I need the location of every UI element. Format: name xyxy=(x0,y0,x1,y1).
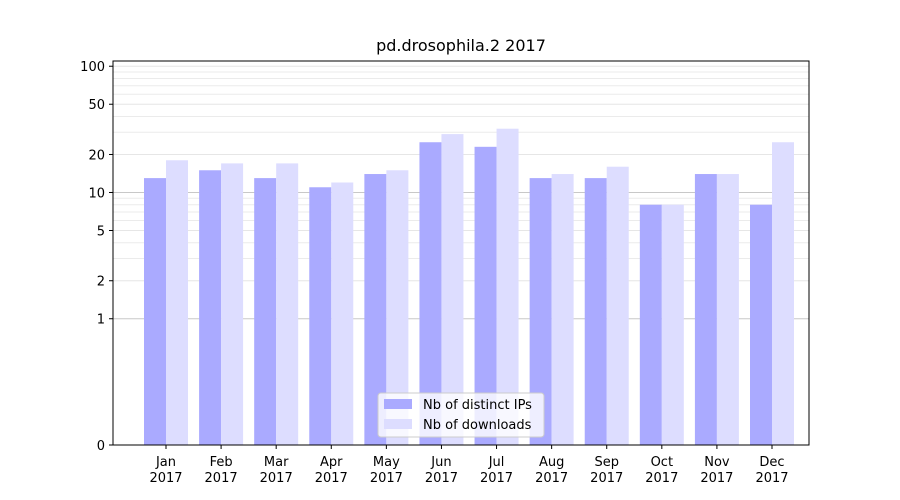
bar-distinct-ips xyxy=(364,174,387,445)
x-tick-label-year: 2017 xyxy=(425,471,458,486)
x-tick-label-year: 2017 xyxy=(535,471,568,486)
bar-distinct-ips xyxy=(694,174,717,445)
x-tick-label-month: Mar xyxy=(264,455,289,470)
x-tick-label-year: 2017 xyxy=(755,471,788,486)
legend: Nb of distinct IPs Nb of downloads xyxy=(377,392,545,438)
x-tick-label-month: Oct xyxy=(651,455,673,470)
x-tick-label-year: 2017 xyxy=(315,471,348,486)
bar-distinct-ips xyxy=(584,178,607,446)
x-tick-label-year: 2017 xyxy=(205,471,238,486)
x-tick-label-year: 2017 xyxy=(700,471,733,486)
y-tick-label: 2 xyxy=(97,275,105,290)
bar-downloads xyxy=(772,142,794,445)
y-tick-label: 0 xyxy=(97,439,105,454)
bar-downloads xyxy=(166,160,188,446)
x-tick-label-month: May xyxy=(373,455,400,470)
x-tick-label-year: 2017 xyxy=(645,471,678,486)
legend-swatch xyxy=(384,419,412,429)
x-tick-label-month: Jul xyxy=(488,455,505,470)
bar-distinct-ips xyxy=(639,204,662,445)
y-tick-label: 100 xyxy=(80,60,105,75)
bars xyxy=(144,128,794,446)
x-tick-label-month: Nov xyxy=(704,455,730,470)
x-tick-label-month: Jan xyxy=(155,455,176,470)
axes: Jan2017Feb2017Mar2017Apr2017May2017Jun20… xyxy=(80,60,788,486)
x-tick-label-year: 2017 xyxy=(149,471,182,486)
bar-downloads xyxy=(716,174,739,445)
x-tick-label-month: Feb xyxy=(210,455,233,470)
plot-frame xyxy=(112,60,810,446)
bar-distinct-ips xyxy=(529,178,552,446)
chart-title: pd.drosophila.2 2017 xyxy=(376,36,546,55)
x-tick-label-year: 2017 xyxy=(370,471,403,486)
x-tick-label-month: Jun xyxy=(430,455,451,470)
y-tick-label: 10 xyxy=(88,186,105,201)
bar-downloads xyxy=(496,128,519,446)
bar-downloads xyxy=(331,182,354,445)
bar-downloads xyxy=(386,170,409,445)
x-tick-label-year: 2017 xyxy=(260,471,293,486)
bar-distinct-ips xyxy=(199,170,222,445)
bar-distinct-ips xyxy=(254,178,277,446)
legend-box xyxy=(377,392,545,438)
legend-label: Nb of distinct IPs xyxy=(423,398,532,413)
legend-label: Nb of downloads xyxy=(423,418,532,433)
y-tick-label: 50 xyxy=(88,98,105,113)
bar-downloads xyxy=(551,174,574,445)
x-tick-label-month: Aug xyxy=(539,455,564,470)
bar-downloads xyxy=(606,166,629,445)
y-tick-label: 1 xyxy=(97,313,105,328)
x-tick-label-year: 2017 xyxy=(590,471,623,486)
y-tick-label: 5 xyxy=(97,224,105,239)
y-tick-label: 20 xyxy=(88,148,105,163)
x-tick-label-month: Sep xyxy=(594,455,619,470)
bar-distinct-ips xyxy=(419,142,442,445)
bar-distinct-ips xyxy=(750,204,772,445)
x-tick-label-year: 2017 xyxy=(480,471,513,486)
legend-swatch xyxy=(384,399,412,409)
bar-downloads xyxy=(276,163,299,445)
bar-distinct-ips xyxy=(309,187,332,446)
bar-downloads xyxy=(661,204,684,445)
x-tick-label-month: Apr xyxy=(320,455,343,470)
bar-downloads xyxy=(441,134,464,446)
bar-distinct-ips xyxy=(474,146,497,445)
bar-distinct-ips xyxy=(144,178,166,446)
bar-downloads xyxy=(221,163,244,445)
x-tick-label-month: Dec xyxy=(759,455,784,470)
